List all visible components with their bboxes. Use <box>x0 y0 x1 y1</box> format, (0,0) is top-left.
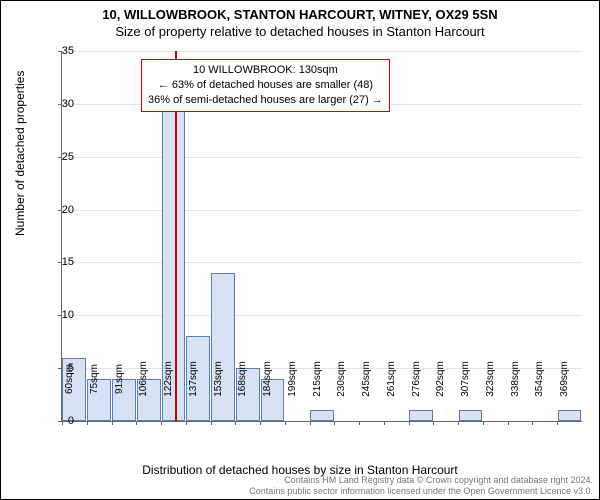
chart-title-sub: Size of property relative to detached ho… <box>1 24 599 39</box>
ytick-label: 20 <box>62 204 74 216</box>
xtick-label: 106sqm <box>138 361 149 397</box>
ytick-label: 15 <box>62 256 74 268</box>
xtick-label: 60sqm <box>64 364 75 394</box>
xtick-mark <box>557 421 558 425</box>
annotation-line: 36% of semi-detached houses are larger (… <box>148 93 383 108</box>
xtick-label: 168sqm <box>237 361 248 397</box>
xtick-mark <box>458 421 459 425</box>
gridline <box>62 51 582 52</box>
xtick-mark <box>409 421 410 425</box>
gridline <box>62 315 582 316</box>
xtick-mark <box>136 421 137 425</box>
xtick-label: 307sqm <box>460 361 471 397</box>
xtick-mark <box>384 421 385 425</box>
histogram-bar <box>211 273 235 421</box>
xtick-mark <box>112 421 113 425</box>
xtick-label: 122sqm <box>163 361 174 397</box>
xtick-label: 153sqm <box>213 361 224 397</box>
chart-title-main: 10, WILLOWBROOK, STANTON HARCOURT, WITNE… <box>1 7 599 22</box>
chart-container: 10, WILLOWBROOK, STANTON HARCOURT, WITNE… <box>0 0 600 500</box>
xtick-label: 354sqm <box>534 361 545 397</box>
gridline <box>62 210 582 211</box>
footer-attribution: Contains HM Land Registry data © Crown c… <box>249 475 593 498</box>
xtick-mark <box>310 421 311 425</box>
xtick-label: 215sqm <box>312 361 323 397</box>
ytick-label: 25 <box>62 151 74 163</box>
ytick-label: 10 <box>62 309 74 321</box>
xtick-mark <box>161 421 162 425</box>
xtick-label: 230sqm <box>336 361 347 397</box>
annotation-line: ← 63% of detached houses are smaller (48… <box>148 78 383 93</box>
xtick-mark <box>87 421 88 425</box>
xtick-mark <box>235 421 236 425</box>
xtick-label: 137sqm <box>188 361 199 397</box>
xtick-label: 245sqm <box>361 361 372 397</box>
xtick-mark <box>433 421 434 425</box>
ytick-label: 30 <box>62 98 74 110</box>
xtick-mark <box>285 421 286 425</box>
xtick-label: 292sqm <box>435 361 446 397</box>
xtick-mark <box>211 421 212 425</box>
y-axis-label: Number of detached properties <box>13 71 27 236</box>
xtick-mark <box>483 421 484 425</box>
xtick-label: 199sqm <box>287 361 298 397</box>
xtick-mark <box>334 421 335 425</box>
xtick-mark <box>532 421 533 425</box>
annotation-box: 10 WILLOWBROOK: 130sqm← 63% of detached … <box>141 59 390 112</box>
xtick-label: 338sqm <box>510 361 521 397</box>
xtick-label: 369sqm <box>559 361 570 397</box>
footer-line2: Contains public sector information licen… <box>249 486 593 497</box>
histogram-bar <box>459 410 483 421</box>
xtick-mark <box>508 421 509 425</box>
xtick-label: 75sqm <box>89 364 100 394</box>
gridline <box>62 262 582 263</box>
xtick-mark <box>359 421 360 425</box>
annotation-line: 10 WILLOWBROOK: 130sqm <box>148 63 383 78</box>
histogram-bar <box>409 410 433 421</box>
histogram-bar <box>310 410 334 421</box>
gridline <box>62 157 582 158</box>
xtick-mark <box>186 421 187 425</box>
ytick-label: 35 <box>62 45 74 57</box>
xtick-label: 323sqm <box>485 361 496 397</box>
xtick-label: 184sqm <box>262 361 273 397</box>
xtick-mark <box>62 421 63 425</box>
ytick-label: 0 <box>68 415 74 427</box>
xtick-label: 91sqm <box>114 364 125 394</box>
histogram-bar <box>558 410 582 421</box>
xtick-label: 261sqm <box>386 361 397 397</box>
xtick-mark <box>260 421 261 425</box>
ytick-mark <box>58 368 62 369</box>
footer-line1: Contains HM Land Registry data © Crown c… <box>249 475 593 486</box>
xtick-label: 276sqm <box>411 361 422 397</box>
